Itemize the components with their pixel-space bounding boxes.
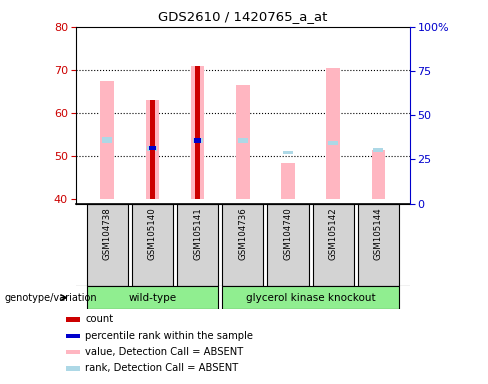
Bar [267, 204, 308, 286]
Bar [328, 141, 338, 146]
Bar [102, 137, 112, 143]
Bar [147, 146, 158, 151]
Bar [101, 81, 114, 199]
Text: rank, Detection Call = ABSENT: rank, Detection Call = ABSENT [85, 363, 239, 373]
Bar [66, 350, 80, 354]
Bar [87, 204, 128, 286]
Text: count: count [85, 314, 114, 324]
Text: GSM104740: GSM104740 [284, 208, 292, 260]
Bar [222, 204, 264, 286]
Bar [145, 100, 159, 199]
Bar [371, 150, 385, 199]
Text: GSM105141: GSM105141 [193, 208, 202, 260]
Bar [150, 100, 155, 199]
Bar [326, 68, 340, 199]
Bar [283, 151, 293, 154]
Bar [177, 204, 218, 286]
Bar [66, 317, 80, 321]
Bar [194, 138, 201, 143]
Bar [373, 148, 383, 152]
Bar [222, 286, 399, 309]
Text: wild-type: wild-type [128, 293, 177, 303]
Text: value, Detection Call = ABSENT: value, Detection Call = ABSENT [85, 347, 244, 357]
Text: GSM104738: GSM104738 [103, 208, 112, 260]
Bar [236, 85, 249, 199]
Bar [66, 334, 80, 338]
Bar [87, 286, 218, 309]
Bar [281, 162, 295, 199]
Text: percentile rank within the sample: percentile rank within the sample [85, 331, 253, 341]
Text: GSM105142: GSM105142 [328, 208, 338, 260]
Bar [191, 66, 204, 199]
Bar [195, 66, 200, 199]
Text: glycerol kinase knockout: glycerol kinase knockout [246, 293, 375, 303]
Title: GDS2610 / 1420765_a_at: GDS2610 / 1420765_a_at [158, 10, 327, 23]
Bar [238, 137, 248, 143]
Bar [193, 138, 203, 143]
Bar [132, 204, 173, 286]
Text: GSM104736: GSM104736 [238, 208, 247, 260]
Text: GSM105144: GSM105144 [374, 208, 383, 260]
Text: genotype/variation: genotype/variation [5, 293, 98, 303]
Bar [313, 204, 354, 286]
Text: GSM105140: GSM105140 [148, 208, 157, 260]
Bar [358, 204, 399, 286]
Bar [66, 366, 80, 371]
Bar [149, 146, 156, 150]
